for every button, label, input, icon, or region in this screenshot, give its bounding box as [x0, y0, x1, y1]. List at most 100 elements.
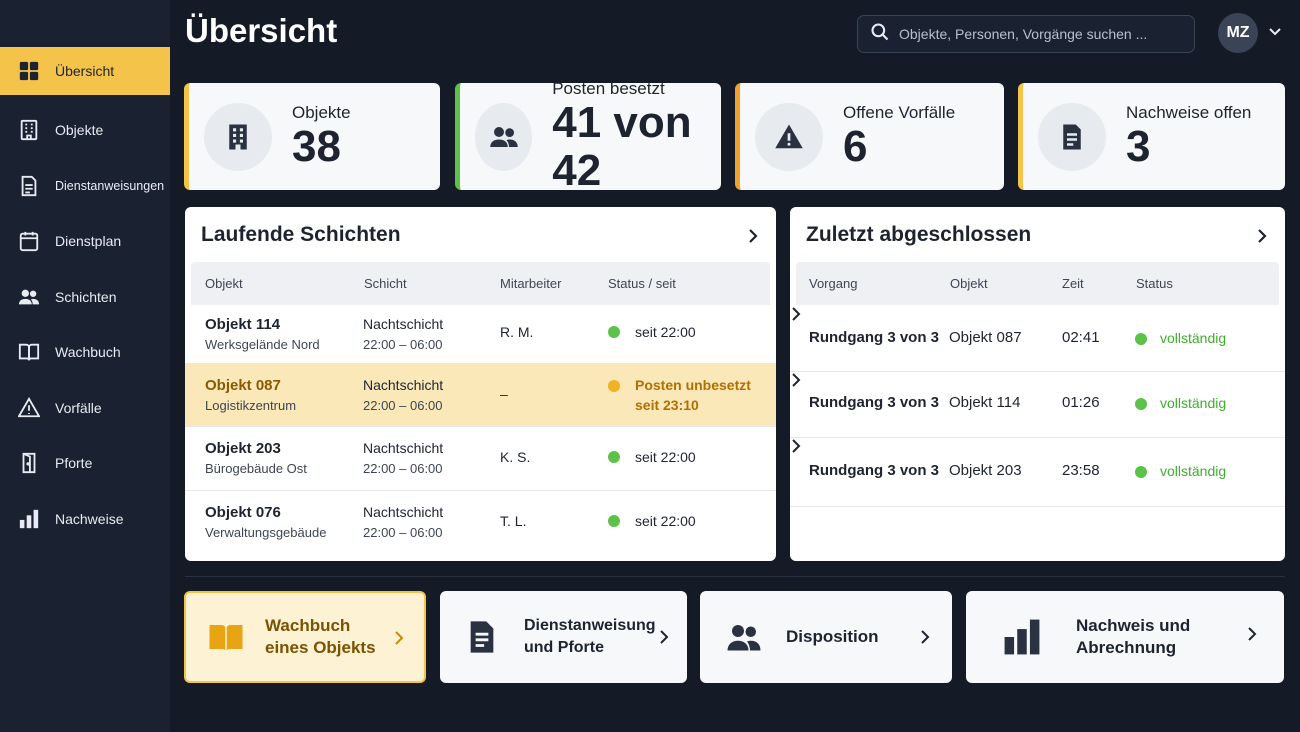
status-text: seit 22:00 — [635, 513, 696, 529]
avatar[interactable]: MZ — [1218, 13, 1258, 53]
completion-time: 01:26 — [1062, 394, 1100, 411]
quick-link-disposition[interactable]: Disposition — [700, 591, 952, 683]
quick-link-label: Wachbuch — [265, 616, 351, 635]
chevron-right-icon[interactable] — [790, 306, 802, 322]
chevron-right-icon — [660, 630, 669, 644]
sidebar-item-label: Dienstplan — [55, 233, 122, 250]
column-header: Mitarbeiter — [500, 276, 562, 291]
kpi-value: 41 von 42 — [552, 97, 692, 195]
status-dot — [1135, 466, 1147, 478]
sidebar-item-schichten[interactable]: Schichten — [0, 269, 170, 325]
object-name: Objekt 203 — [949, 462, 1022, 479]
bar-chart-icon — [1002, 617, 1042, 657]
kpi-value: 3 — [1126, 121, 1151, 171]
column-header: Status — [1136, 276, 1173, 291]
dashboard-icon — [17, 59, 41, 83]
status-dot — [1135, 398, 1147, 410]
sidebar-item-dienstplan[interactable]: Dienstplan — [0, 214, 170, 270]
sidebar-item-pforte[interactable]: Pforte — [0, 436, 170, 492]
sidebar: Übersicht Objekte Dienstanweisungen Dien… — [0, 0, 170, 732]
chevron-down-icon[interactable] — [1268, 25, 1282, 39]
shift-name: Nachtschicht — [363, 316, 444, 332]
panel-title: Zuletzt abgeschlossen — [806, 223, 1032, 246]
table-row[interactable]: Objekt 203 Bürogebäude Ost Nachtschicht … — [185, 427, 776, 491]
status-dot — [1135, 333, 1147, 345]
kpi-card-nachweise[interactable]: Nachweise offen 3 — [1018, 83, 1285, 190]
chevron-right-icon[interactable] — [1253, 227, 1271, 245]
kpi-label: Posten besetzt — [552, 78, 665, 98]
sidebar-item-uebersicht[interactable]: Übersicht — [0, 47, 170, 95]
table-row-highlighted[interactable]: Objekt 087 Logistikzentrum Nachtschicht … — [185, 364, 776, 427]
process-name: Rundgang 3 von 3 — [809, 329, 940, 346]
sidebar-item-label: Schichten — [55, 288, 117, 305]
column-header: Zeit — [1062, 276, 1084, 291]
quick-link-label: eines Objekts — [265, 638, 376, 657]
chevron-right-icon — [1248, 627, 1257, 641]
sidebar-item-label: Objekte — [55, 122, 104, 139]
chevron-right-icon — [921, 630, 930, 644]
door-icon — [17, 451, 41, 475]
book-icon — [206, 617, 246, 657]
shift-name: Nachtschicht — [363, 440, 444, 456]
staff-name: – — [500, 386, 508, 402]
status-dot — [608, 451, 620, 463]
object-location: Verwaltungsgebäude — [205, 525, 327, 540]
sidebar-item-vorfaelle[interactable]: Vorfälle — [0, 380, 170, 436]
quick-link-wachbuch[interactable]: Wachbuch eines Objekts — [184, 591, 426, 683]
bar-chart-icon — [17, 507, 41, 531]
status-text: Posten unbesetzt — [635, 377, 751, 393]
sidebar-item-label: Vorfälle — [55, 399, 102, 416]
column-header: Schicht — [364, 276, 407, 291]
column-header: Status / seit — [608, 276, 676, 291]
quick-link-label: und Pforte — [524, 639, 604, 656]
kpi-card-vorfaelle[interactable]: Offene Vorfälle 6 — [735, 83, 1004, 190]
search-input[interactable] — [899, 26, 1179, 42]
quick-link-nachweis[interactable]: Nachweis und Abrechnung — [966, 591, 1284, 683]
kpi-label: Nachweise offen — [1126, 102, 1252, 122]
divider — [185, 576, 1285, 577]
object-name: Objekt 076 — [205, 504, 281, 521]
table-header: Objekt Schicht Mitarbeiter Status / seit — [191, 262, 770, 305]
process-name: Rundgang 3 von 3 — [809, 394, 940, 411]
status-text: seit 22:00 — [635, 324, 696, 340]
running-shifts-panel: Laufende Schichten Objekt Schicht Mitarb… — [185, 207, 776, 561]
staff-name: R. M. — [500, 324, 534, 340]
table-row[interactable]: Objekt 076 Verwaltungsgebäude Nachtschic… — [185, 491, 776, 555]
table-row[interactable]: Rundgang 3 von 3 Objekt 203 23:58 vollst… — [790, 438, 1285, 507]
shift-name: Nachtschicht — [363, 504, 444, 520]
object-name: Objekt 203 — [205, 440, 281, 457]
shift-time: 22:00 – 06:00 — [363, 525, 443, 540]
sidebar-item-dienstanweisungen[interactable]: Dienstanweisungen — [0, 158, 170, 214]
status-dot — [608, 515, 620, 527]
quick-link-dienstanweisung[interactable]: Dienstanweisung und Pforte — [440, 591, 687, 683]
kpi-card-objekte[interactable]: Objekte 38 — [184, 83, 440, 190]
shift-time: 22:00 – 06:00 — [363, 398, 443, 413]
sidebar-item-label: Wachbuch — [55, 344, 121, 361]
table-row[interactable]: Rundgang 3 von 3 Objekt 114 01:26 vollst… — [790, 372, 1285, 438]
process-name: Rundgang 3 von 3 — [809, 462, 940, 479]
search-box[interactable] — [857, 15, 1195, 53]
kpi-card-posten[interactable]: Posten besetzt 41 von 42 — [455, 79, 721, 194]
status-text: vollständig — [1160, 330, 1227, 346]
quick-link-label: Disposition — [786, 627, 879, 646]
kpi-value: 38 — [292, 121, 341, 171]
sidebar-item-nachweise[interactable]: Nachweise — [0, 491, 170, 547]
chevron-right-icon[interactable] — [744, 227, 762, 245]
people-icon — [17, 285, 41, 309]
table-row[interactable]: Rundgang 3 von 3 Objekt 087 02:41 vollst… — [790, 306, 1285, 372]
table-row[interactable]: Objekt 114 Werksgelände Nord Nachtschich… — [185, 305, 776, 364]
building-icon — [17, 118, 41, 142]
status-text: seit 22:00 — [635, 449, 696, 465]
sidebar-item-label: Übersicht — [55, 63, 115, 79]
calendar-icon — [17, 229, 41, 253]
shift-name: Nachtschicht — [363, 377, 444, 393]
kpi-value: 6 — [843, 121, 868, 171]
sidebar-item-wachbuch[interactable]: Wachbuch — [0, 325, 170, 381]
status-text: vollständig — [1160, 395, 1227, 411]
chevron-right-icon[interactable] — [790, 372, 802, 388]
sidebar-item-objekte[interactable]: Objekte — [0, 103, 170, 159]
document-icon — [462, 617, 502, 657]
chevron-right-icon[interactable] — [790, 438, 802, 454]
chevron-right-icon — [395, 631, 404, 645]
sidebar-item-label: Nachweise — [55, 510, 124, 527]
